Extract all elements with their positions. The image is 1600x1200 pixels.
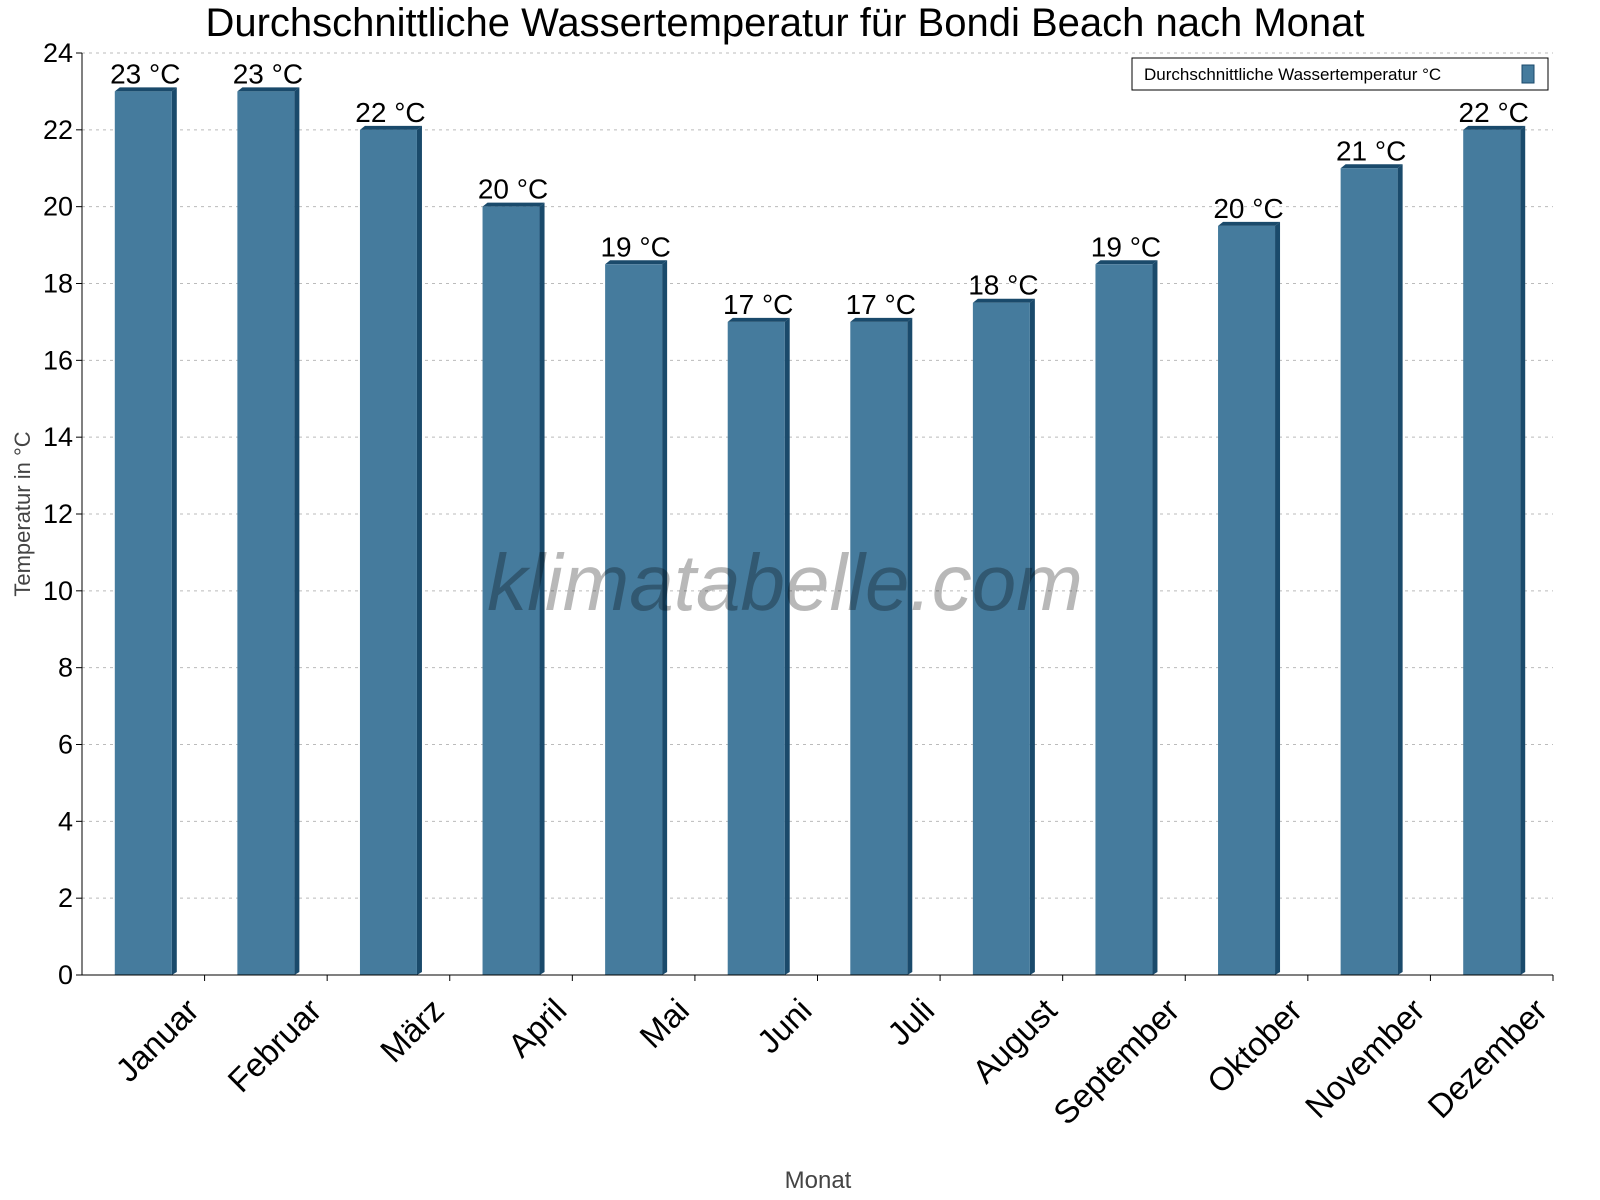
bar-oktober — [1218, 221, 1281, 975]
bar-februar — [237, 87, 300, 975]
y-tick-label: 12 — [43, 499, 73, 529]
bar — [114, 91, 172, 975]
data-label: 17 °C — [723, 289, 793, 320]
bar-side — [539, 202, 545, 975]
x-tick-label: Juni — [750, 991, 819, 1060]
bar-side — [1029, 298, 1035, 975]
data-label: 20 °C — [478, 174, 548, 205]
bar — [727, 321, 785, 976]
bar-juni — [727, 317, 790, 976]
bar-side — [662, 260, 668, 976]
x-axis-label: Monat — [785, 1167, 852, 1194]
bar-top — [605, 260, 668, 265]
x-tick-label: April — [501, 991, 574, 1064]
bar-top — [1463, 125, 1526, 130]
x-tick-label: Oktober — [1200, 991, 1309, 1100]
x-tick-label: Februar — [220, 991, 328, 1099]
bar-top — [1218, 221, 1281, 226]
y-tick-label: 8 — [58, 653, 73, 683]
bar — [1218, 225, 1276, 975]
bar-side — [1275, 221, 1281, 975]
bar-top — [1340, 164, 1403, 169]
y-axis-label: Temperatur in °C — [10, 431, 35, 596]
bar-top — [237, 87, 300, 92]
bar-september — [1095, 260, 1158, 976]
y-tick-label: 10 — [43, 576, 73, 606]
x-tick-label: Januar — [108, 991, 206, 1089]
y-tick-label: 22 — [43, 115, 73, 145]
bar — [605, 264, 663, 976]
bar — [1340, 168, 1398, 975]
bar-top — [1095, 260, 1158, 265]
bar-side — [784, 317, 790, 976]
legend-label: Durchschnittliche Wassertemperatur °C — [1144, 65, 1441, 84]
y-tick-label: 16 — [43, 345, 73, 375]
bar-juli — [850, 317, 913, 976]
bar-side — [1520, 125, 1526, 976]
bars: 23 °C 23 °C 22 °C 20 °C 19 °C 17 °C 17 °C 18 °C… — [110, 58, 1529, 976]
x-tick-label: Dezember — [1420, 991, 1554, 1125]
data-label: 21 °C — [1336, 135, 1406, 166]
x-tick-label: Mai — [632, 991, 696, 1055]
y-tick-label: 4 — [58, 806, 73, 836]
x-tick-label: August — [965, 991, 1064, 1090]
grid-lines — [82, 52, 1553, 899]
x-tick-label: November — [1298, 991, 1432, 1125]
bar-top — [482, 202, 545, 207]
data-label: 19 °C — [1091, 231, 1161, 262]
bar — [237, 91, 295, 975]
data-label: 17 °C — [846, 289, 916, 320]
watermark: klimatabelle.com — [487, 538, 1083, 627]
bar-mai — [605, 260, 668, 976]
y-tick-label: 0 — [58, 960, 73, 990]
data-label: 22 °C — [1459, 97, 1529, 128]
data-label: 19 °C — [600, 231, 670, 262]
bar-side — [1397, 164, 1403, 975]
bar-november — [1340, 164, 1403, 975]
y-tick-label: 20 — [43, 192, 73, 222]
bar-januar — [114, 87, 177, 975]
legend-swatch — [1521, 64, 1535, 84]
bar-side — [1152, 260, 1158, 976]
bar-top — [359, 125, 422, 130]
bar — [1463, 129, 1521, 976]
bar-top — [972, 298, 1035, 303]
bar-side — [294, 87, 300, 975]
bar-side — [416, 125, 422, 976]
legend: Durchschnittliche Wassertemperatur °C — [1131, 57, 1549, 91]
bar-side — [171, 87, 177, 975]
bar — [1095, 264, 1153, 976]
chart-title: Durchschnittliche Wassertemperatur für B… — [205, 1, 1364, 45]
bar-märz — [359, 125, 422, 976]
data-label: 23 °C — [233, 58, 303, 89]
y-tick-label: 14 — [43, 422, 73, 452]
bar — [850, 321, 908, 976]
y-tick-label: 6 — [58, 730, 73, 760]
data-label: 23 °C — [110, 58, 180, 89]
y-tick-label: 2 — [58, 883, 73, 913]
bar-side — [907, 317, 913, 976]
x-tick-label: Juli — [880, 991, 941, 1052]
y-tick-label: 24 — [43, 38, 73, 68]
x-tick-label: März — [373, 991, 451, 1069]
x-tick-label: September — [1046, 991, 1186, 1131]
bar-top — [850, 317, 913, 322]
bar-april — [482, 202, 545, 975]
data-label: 20 °C — [1213, 193, 1283, 224]
bar — [359, 129, 417, 976]
bar — [482, 206, 540, 975]
bar-dezember — [1463, 125, 1526, 976]
data-label: 22 °C — [355, 97, 425, 128]
y-tick-label: 18 — [43, 269, 73, 299]
bar-top — [114, 87, 177, 92]
data-label: 18 °C — [968, 270, 1038, 301]
bar-top — [727, 317, 790, 322]
bar-august — [972, 298, 1035, 975]
bar — [972, 302, 1030, 975]
